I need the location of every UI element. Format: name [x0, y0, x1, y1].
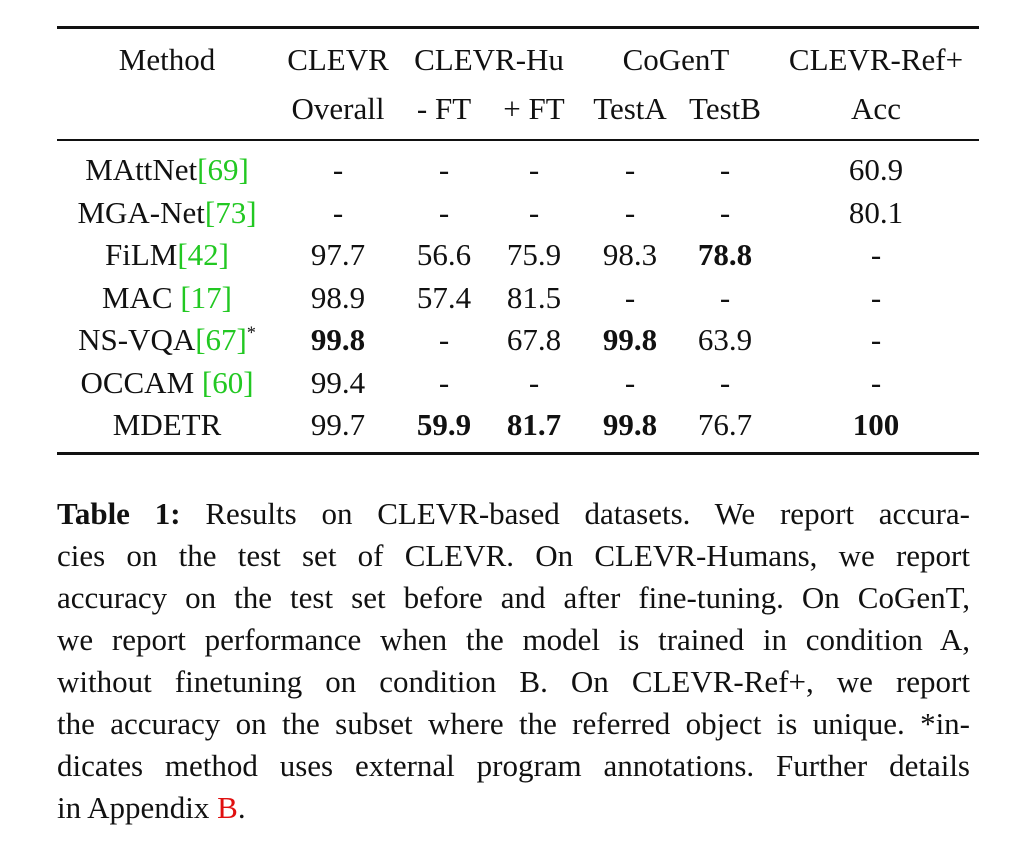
table-cell: - — [870, 279, 882, 315]
table-cell: 67.8 — [506, 322, 562, 357]
method-label: MAttNet — [85, 152, 198, 187]
table-cell: 99.7 — [310, 407, 366, 442]
caption-line: dicates method uses external program ann… — [57, 745, 970, 787]
table-cell: - — [870, 237, 882, 272]
header-clevr-ref: CLEVR-Ref+ — [788, 42, 964, 77]
table-cell: 81.7 — [506, 407, 562, 442]
header-method: Method — [118, 42, 216, 77]
method-name: MDETR — [57, 407, 277, 443]
caption-text: accuracy on the test set before and afte… — [57, 580, 970, 615]
top-rule — [57, 26, 979, 29]
caption-line: accuracy on the test set before and afte… — [57, 577, 970, 619]
table-cell: 57.4 — [416, 279, 472, 315]
caption-line: the accuracy on the subset where the ref… — [57, 703, 970, 745]
method-name: OCCAM [60] — [57, 365, 277, 401]
table-cell: 81.5 — [506, 279, 562, 315]
method-label: OCCAM — [80, 364, 202, 400]
bottom-rule — [57, 452, 979, 455]
table-cell: 80.1 — [848, 194, 904, 230]
table-cell: - — [719, 152, 731, 187]
caption-text: in Appendix — [57, 790, 218, 825]
header-clevr: CLEVR — [287, 42, 389, 77]
method-label: NS-VQA — [78, 322, 196, 357]
method-label: MAC — [101, 279, 181, 315]
asterisk-note: * — [246, 322, 256, 343]
caption-line: Table 1: Results on CLEVR-based datasets… — [57, 493, 970, 535]
table-cell: - — [624, 152, 636, 187]
table-cell: 98.3 — [602, 237, 658, 272]
table-cell: - — [624, 279, 636, 315]
caption-text: without finetuning on condition B. On CL… — [57, 664, 970, 699]
method-name: MAttNet[69] — [57, 152, 277, 188]
method-name: NS-VQA[67]* — [57, 322, 277, 358]
caption-text: Results on CLEVR-based datasets. We repo… — [180, 496, 970, 531]
table-cell: 78.8 — [697, 237, 753, 272]
table-cell: 99.8 — [602, 322, 658, 357]
header-acc: Acc — [851, 91, 901, 126]
table-cell: - — [624, 194, 636, 230]
table-cell: 59.9 — [416, 407, 472, 442]
mid-rule — [57, 139, 979, 141]
caption-line: cies on the test set of CLEVR. On CLEVR-… — [57, 535, 970, 577]
table-cell: 76.7 — [697, 407, 753, 442]
caption-text: dicates method uses external program ann… — [57, 748, 970, 783]
table-cell: 97.7 — [310, 237, 366, 272]
method-label: MGA-Net — [77, 194, 205, 230]
table-cell: - — [438, 152, 450, 187]
header-minus-ft: - FT — [416, 91, 472, 126]
table-cell: - — [438, 364, 450, 400]
citation-link[interactable]: [42] — [177, 237, 229, 272]
header-testb: TestB — [689, 91, 761, 126]
method-label: FiLM — [104, 237, 178, 272]
table-cell: - — [528, 194, 540, 230]
table-cell: - — [332, 152, 344, 187]
header-plus-ft: + FT — [503, 91, 565, 126]
caption-text: cies on the test set of CLEVR. On CLEVR-… — [57, 538, 970, 573]
table-cell: - — [870, 364, 882, 400]
caption-label: Table 1: — [57, 496, 181, 531]
table-cell: 98.9 — [310, 279, 366, 315]
citation-link[interactable]: [69] — [197, 152, 249, 187]
citation-link[interactable]: [17] — [180, 279, 233, 315]
table-cell: - — [719, 364, 731, 400]
header-testa: TestA — [593, 91, 667, 126]
header-clevr-hu: CLEVR-Hu — [414, 42, 564, 77]
header-overall: Overall — [291, 91, 385, 126]
table-caption: Table 1: Results on CLEVR-based datasets… — [57, 493, 970, 829]
table-cell: - — [719, 279, 731, 315]
table-cell: 99.8 — [602, 407, 658, 442]
table-cell: 63.9 — [697, 322, 753, 357]
method-name: MAC [17] — [57, 280, 277, 316]
appendix-link[interactable]: B — [217, 790, 238, 825]
table-cell: - — [624, 364, 636, 400]
table-cell: - — [332, 194, 344, 230]
table-cell: 100 — [852, 407, 900, 442]
caption-text: we report performance when the model is … — [57, 622, 970, 657]
table-cell: - — [719, 194, 731, 230]
table-cell: - — [870, 322, 882, 357]
table-cell: - — [438, 322, 450, 357]
caption-line: in Appendix B. — [57, 787, 970, 829]
caption-line: we report performance when the model is … — [57, 619, 970, 661]
table-cell: - — [438, 194, 450, 230]
table-cell: - — [528, 152, 540, 187]
table-cell: - — [528, 364, 540, 400]
table-cell: 99.4 — [310, 364, 366, 400]
header-cogent: CoGenT — [622, 42, 730, 77]
citation-link[interactable]: [67] — [195, 322, 247, 357]
method-name: MGA-Net[73] — [57, 195, 277, 231]
citation-link[interactable]: [73] — [204, 194, 257, 230]
citation-link[interactable]: [60] — [201, 364, 254, 400]
caption-end: . — [237, 790, 246, 825]
table-cell: 60.9 — [848, 152, 904, 187]
caption-line: without finetuning on condition B. On CL… — [57, 661, 970, 703]
table-cell: 99.8 — [310, 322, 366, 357]
table-cell: 75.9 — [506, 237, 562, 272]
table-cell: 56.6 — [416, 237, 472, 272]
method-name: FiLM[42] — [57, 237, 277, 273]
caption-text: the accuracy on the subset where the ref… — [57, 706, 970, 741]
method-label: MDETR — [112, 407, 222, 442]
